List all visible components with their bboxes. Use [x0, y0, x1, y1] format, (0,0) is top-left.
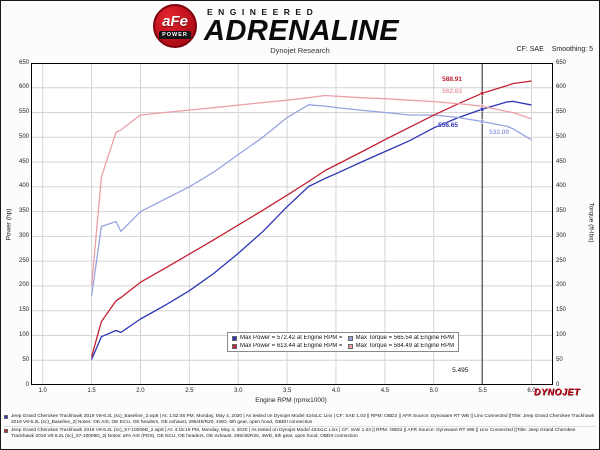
y-axis-title-torque: Torque (ft-lbs) — [587, 202, 595, 243]
y-tick-label-left: 50 — [22, 356, 29, 363]
y-tick-label-right: 550 — [556, 109, 567, 116]
y-tick-label-left: 500 — [18, 133, 29, 140]
legend-swatch-icon — [347, 343, 353, 349]
cursor-rpm-label[interactable]: 5.495 — [452, 367, 469, 374]
y-tick-label-left: 600 — [18, 84, 29, 91]
legend-label: Max Torque = 584.49 at Engine RPM = 3.89 — [355, 343, 454, 349]
x-tick-label: 3.0 — [234, 388, 243, 394]
y-tick-label-left: 150 — [18, 307, 29, 314]
x-tick-label: 4.5 — [380, 388, 390, 394]
y-tick-label-left: 0 — [25, 381, 29, 388]
legend-label: Max Power = 613.44 at Engine RPM = 5.99 — [240, 343, 344, 349]
x-tick-label: 4.0 — [331, 388, 341, 394]
x-tick-label: 1.5 — [87, 388, 96, 394]
run-info-row: Jeep Grand Cherokee Trackhawk 2019 V8-6.… — [4, 426, 596, 440]
dynojet-logo: DYNOJET — [534, 387, 581, 397]
y-tick-label-right: 500 — [556, 133, 567, 140]
brand-header: aFe POWER ENGINEERED ADRENALINE — [153, 4, 399, 48]
dynojet-research-label: Dynojet Research — [270, 46, 330, 55]
smoothing-settings: CF: SAE Smoothing: 5 — [509, 46, 593, 53]
run-info-footer: Jeep Grand Cherokee Trackhawk 2019 V8-6.… — [4, 413, 596, 441]
brand-wordmark: ENGINEERED ADRENALINE — [204, 7, 399, 46]
run-color-swatch-icon — [4, 429, 8, 434]
cursor-readout: 532.00 — [489, 129, 510, 137]
x-tick-label: 1.0 — [38, 388, 47, 394]
y-tick-label-right: 250 — [556, 257, 567, 264]
cursor-readout: 562.83 — [442, 88, 463, 96]
y-tick-label-right: 0 — [556, 381, 560, 388]
legend-item: Max Torque = 584.49 at Engine RPM = 3.89 — [347, 343, 454, 349]
y-tick-label-left: 100 — [18, 331, 29, 338]
legend-label: Max Power = 572.42 at Engine RPM = 5.81 — [240, 335, 344, 341]
legend-label: Max Torque = 565.54 at Engine RPM = 3.72 — [355, 335, 454, 341]
y-tick-label-left: 200 — [18, 282, 29, 289]
y-tick-label-left: 250 — [18, 257, 29, 264]
y-tick-label-right: 50 — [556, 356, 563, 363]
cursor-readout: 556.65 — [438, 122, 459, 130]
legend-box: Max Power = 572.42 at Engine RPM = 5.81 M… — [227, 332, 459, 352]
y-tick-label-right: 650 — [556, 59, 567, 66]
x-axis-title-rpm: Engine RPM (rpmx1000) — [255, 397, 327, 404]
y-tick-label-left: 300 — [18, 232, 29, 239]
x-tick-label: 2.5 — [185, 388, 194, 394]
run-color-swatch-icon — [4, 415, 8, 419]
y-tick-label-right: 300 — [556, 232, 567, 239]
afe-logo-text: aFe — [162, 12, 188, 30]
power-logo-text: POWER — [159, 30, 191, 39]
y-tick-label-right: 450 — [556, 158, 567, 165]
y-tick-label-right: 600 — [556, 84, 567, 91]
cursor-readout: 588.91 — [442, 76, 463, 84]
legend-swatch-icon — [232, 343, 237, 349]
y-tick-label-right: 200 — [556, 282, 567, 289]
y-tick-label-left: 550 — [18, 109, 29, 116]
legend-item: Max Torque = 565.54 at Engine RPM = 3.72 — [347, 335, 454, 341]
brand-engineered-text: ENGINEERED — [207, 6, 319, 17]
y-tick-label-left: 450 — [18, 158, 29, 165]
smoothing-label: Smoothing: 5 — [551, 46, 593, 53]
x-tick-label: 3.5 — [282, 388, 292, 394]
y-tick-label-left: 650 — [18, 59, 29, 66]
run-info-row: Jeep Grand Cherokee Trackhawk 2019 V8-6.… — [4, 413, 596, 426]
legend-swatch-icon — [232, 335, 237, 341]
x-tick-label: 5.5 — [478, 388, 487, 394]
y-tick-label-right: 350 — [556, 208, 567, 215]
x-tick-label: 2.0 — [136, 388, 145, 394]
legend-item: Max Power = 572.42 at Engine RPM = 5.81 — [232, 335, 344, 341]
run-info-text: Jeep Grand Cherokee Trackhawk 2019 V8-6.… — [11, 428, 576, 439]
y-axis-title-power: Power (hp) — [5, 208, 13, 241]
y-tick-label-left: 350 — [18, 208, 29, 215]
x-tick-label: 5.0 — [429, 388, 438, 394]
run-info-text: Jeep Grand Cherokee Trackhawk 2019 V8-6.… — [11, 414, 595, 425]
y-tick-label-left: 400 — [18, 183, 29, 190]
y-tick-label-right: 150 — [556, 307, 567, 314]
brand-adrenaline-text: ADRENALINE — [204, 14, 400, 47]
afe-power-logo: aFe POWER — [153, 4, 197, 48]
cf-sae-label: CF: SAE — [516, 46, 544, 53]
legend-item: Max Power = 613.44 at Engine RPM = 5.99 — [232, 343, 344, 349]
legend-swatch-icon — [347, 335, 353, 341]
plot-area[interactable] — [31, 63, 553, 385]
x-tick-label: 6.0 — [527, 388, 536, 394]
y-tick-label-right: 400 — [556, 183, 567, 190]
y-tick-label-right: 100 — [556, 331, 567, 338]
